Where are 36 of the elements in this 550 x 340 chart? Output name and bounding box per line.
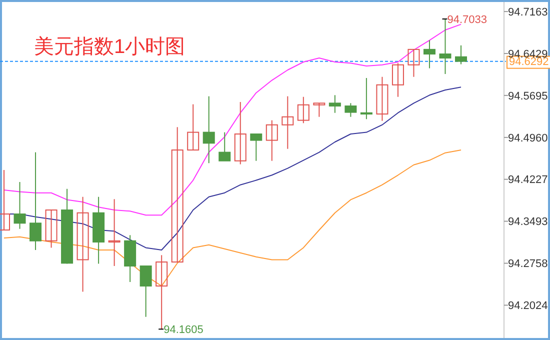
candlestick bbox=[218, 132, 231, 162]
text: 美元指数1小时图 bbox=[34, 35, 186, 58]
y-tick-label: 94.4960 bbox=[508, 132, 548, 144]
y-tick-label: 94.5695 bbox=[508, 90, 548, 102]
y-tick-label: 94.4227 bbox=[508, 174, 548, 186]
candlestick bbox=[313, 102, 326, 118]
candlestick bbox=[171, 126, 184, 262]
y-tick-label: 94.2758 bbox=[508, 258, 548, 270]
line-series bbox=[4, 150, 462, 286]
y-tick-label: 94.2024 bbox=[508, 300, 548, 312]
candlestick bbox=[108, 198, 120, 266]
candlestick bbox=[187, 104, 200, 150]
candlestick bbox=[328, 94, 341, 114]
candlestick bbox=[455, 44, 467, 65]
candlestick bbox=[376, 76, 388, 122]
candlestick bbox=[423, 40, 436, 69]
candlestick bbox=[344, 102, 357, 118]
annotation: 94.7033 bbox=[447, 14, 488, 26]
line-series bbox=[4, 24, 462, 216]
y-tick-label: 94.3493 bbox=[508, 216, 548, 228]
candlestick bbox=[408, 48, 420, 78]
candlestick bbox=[282, 96, 294, 150]
candlestick bbox=[45, 210, 58, 248]
y-tick-label: 94.7163 bbox=[508, 6, 548, 18]
candlestick bbox=[360, 78, 372, 120]
candlestick bbox=[392, 62, 404, 98]
candlestick bbox=[202, 96, 215, 164]
annotation: 94.1605 bbox=[164, 324, 204, 336]
candlestick bbox=[76, 196, 89, 292]
candlestick bbox=[266, 120, 278, 162]
candlestick bbox=[30, 152, 42, 250]
candlestick bbox=[250, 134, 262, 162]
candlestick bbox=[297, 96, 310, 124]
candlestick bbox=[14, 182, 26, 230]
candlestick bbox=[234, 102, 246, 165]
candlestick bbox=[140, 266, 152, 318]
